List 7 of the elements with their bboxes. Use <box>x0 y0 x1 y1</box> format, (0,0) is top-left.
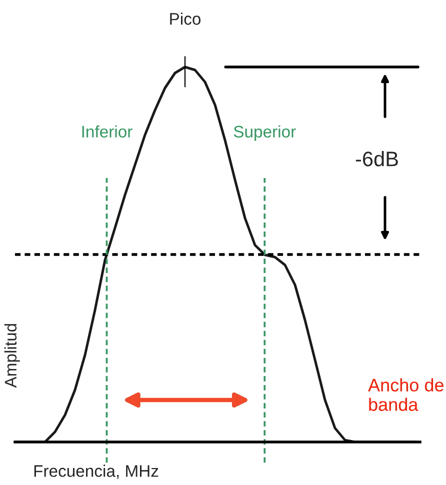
annotation: Pico <box>170 12 201 25</box>
annotation: Superior <box>234 125 296 141</box>
y-axis-title: Amplitud <box>4 324 20 388</box>
annotation: Ancho de banda <box>368 378 444 411</box>
annotation: -6dB <box>356 151 398 166</box>
annotation: Inferior <box>82 125 132 138</box>
x-axis-title: Frecuencia, MHz <box>34 464 158 479</box>
